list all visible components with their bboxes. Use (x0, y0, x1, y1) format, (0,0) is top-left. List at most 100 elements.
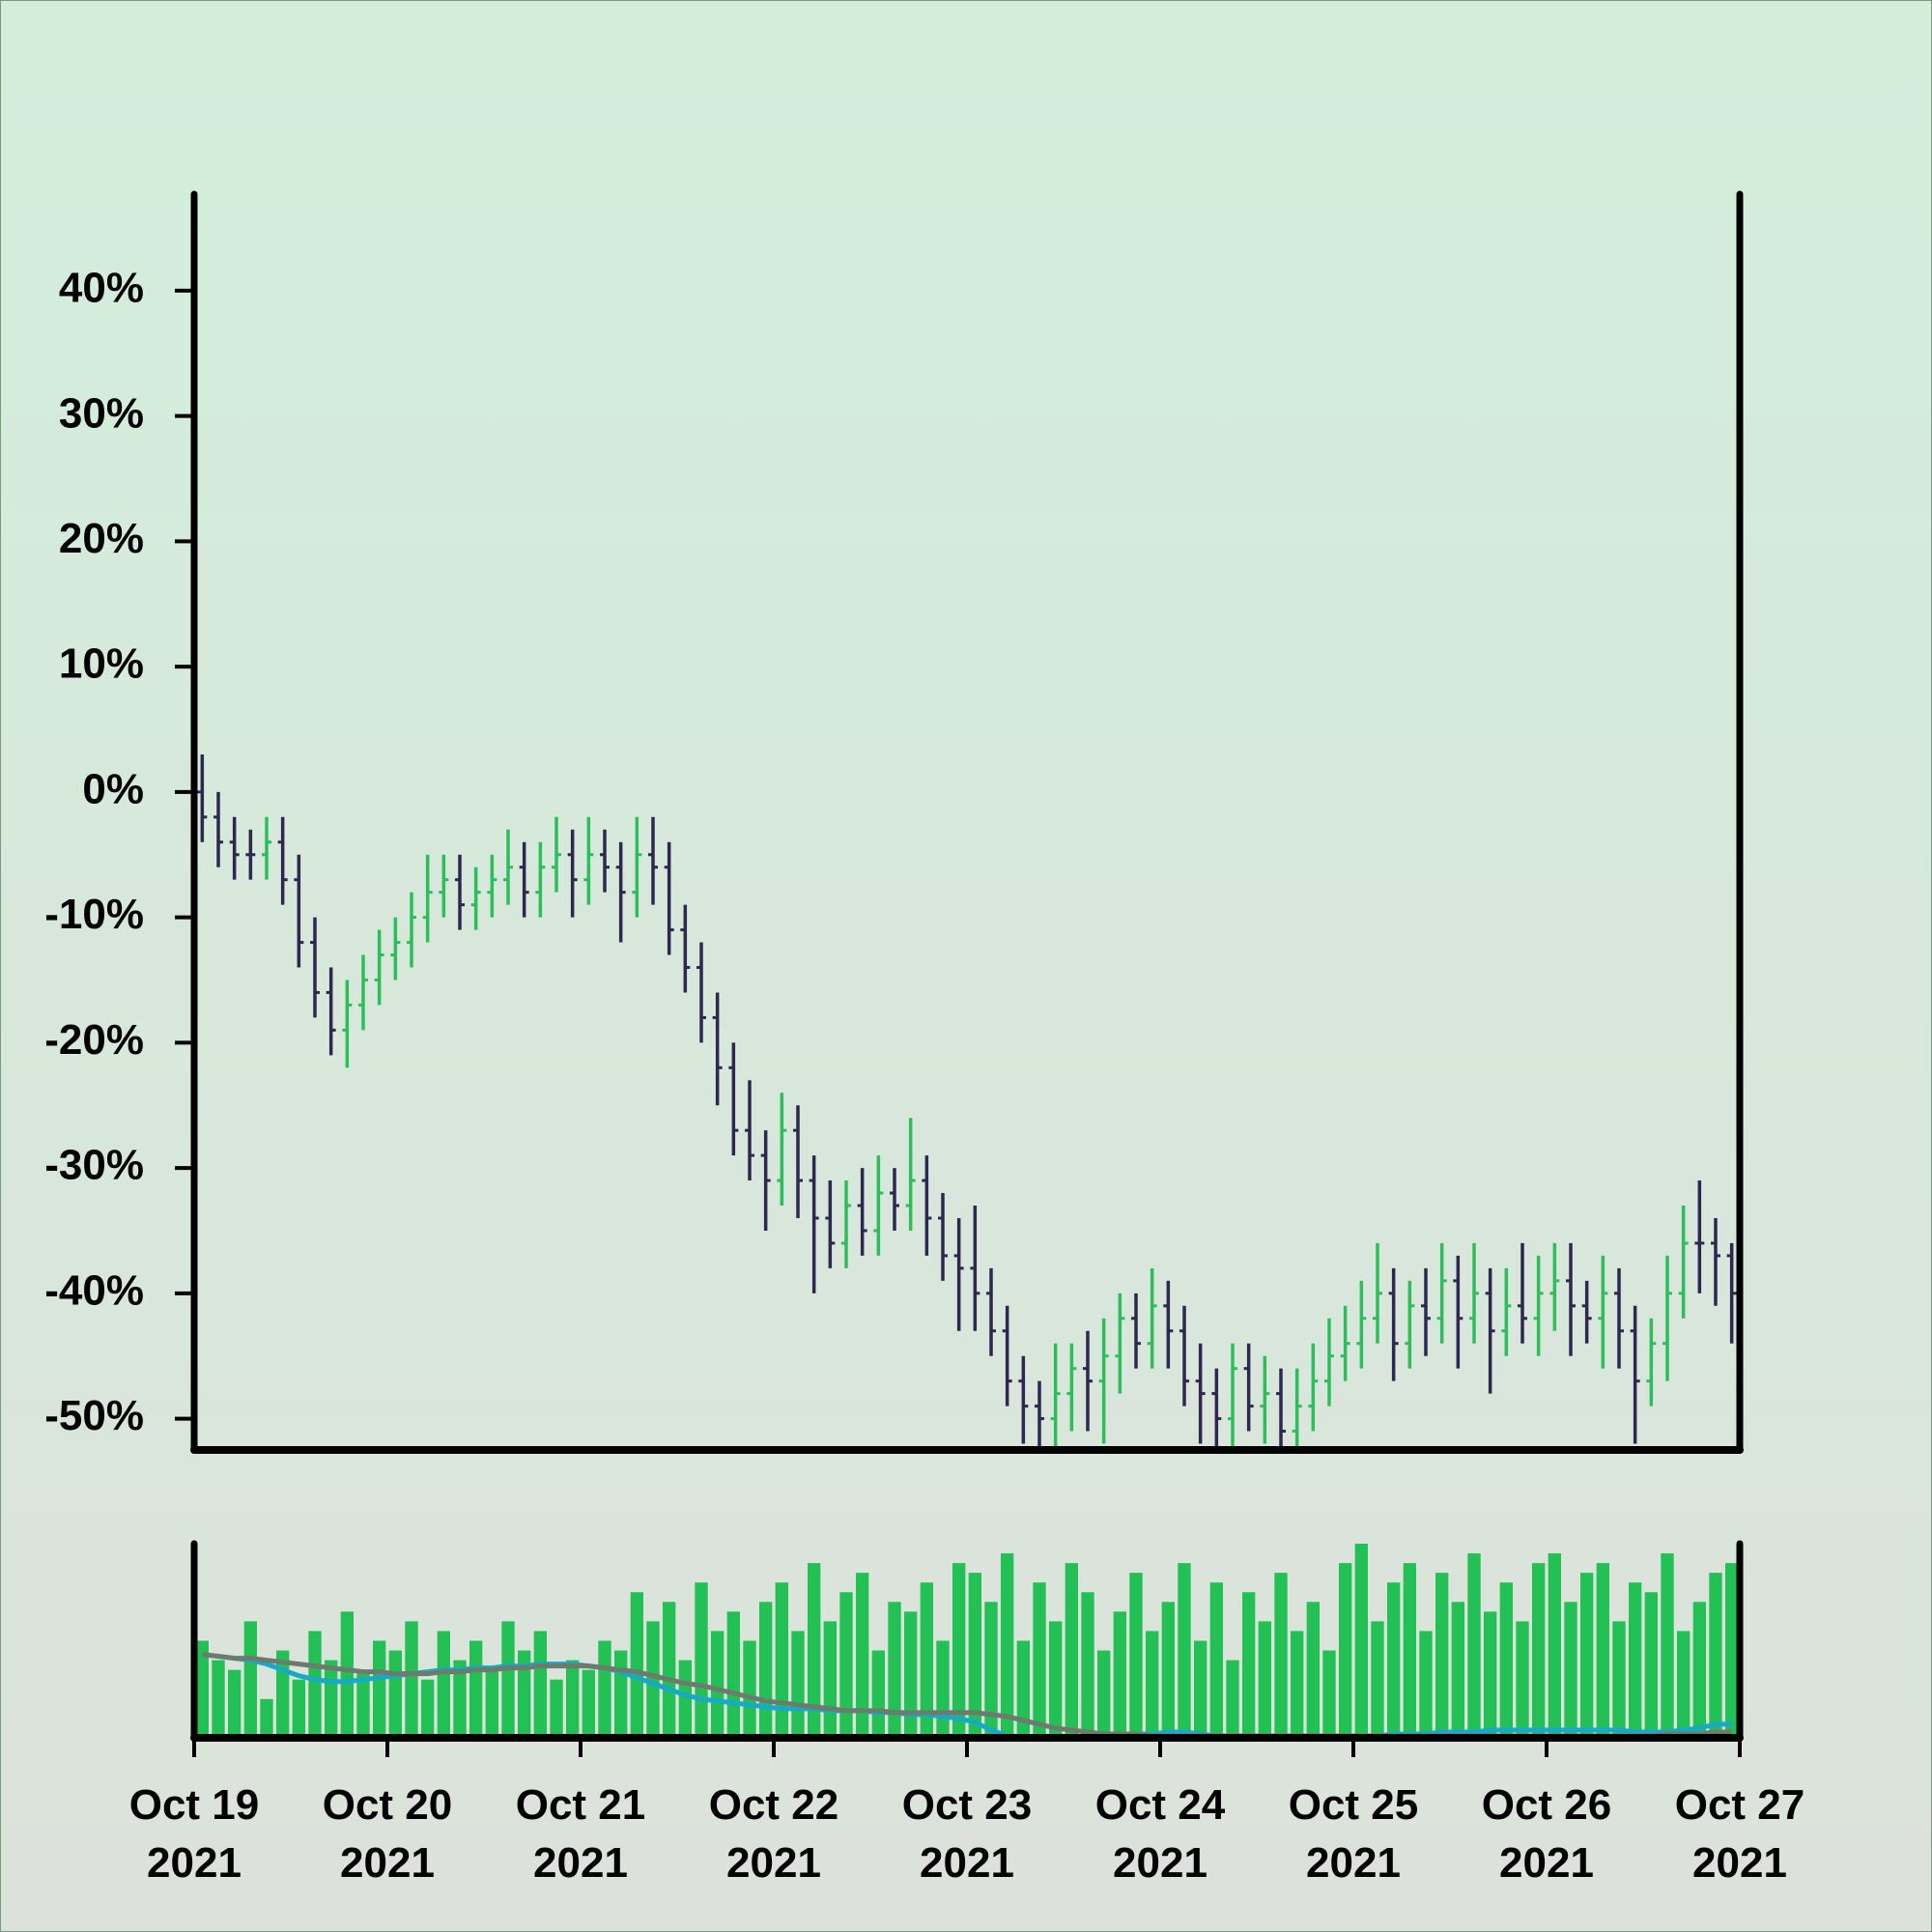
volume-bar (1612, 1621, 1626, 1738)
volume-bar (518, 1650, 531, 1738)
volume-bar (1371, 1621, 1384, 1738)
volume-bar (888, 1602, 901, 1738)
volume-bar (1419, 1631, 1433, 1738)
volume-bar (839, 1592, 853, 1738)
volume-bar (630, 1592, 643, 1738)
x-tick-label: Oct 24 2021 (1094, 1781, 1226, 1887)
volume-bar (1596, 1563, 1609, 1738)
volume-bar (228, 1669, 242, 1738)
y-tick-label: -40% (44, 1266, 144, 1314)
price-panel (197, 753, 1737, 1450)
axes: -50% -40% -30% -20% -10% 0% 10% 20% 30% 40% (44, 190, 1744, 1757)
volume-bar (1065, 1563, 1078, 1738)
y-tick-label: -50% (44, 1392, 144, 1439)
volume-bar (871, 1650, 885, 1738)
volume-bar (1306, 1602, 1320, 1738)
volume-bar (726, 1611, 740, 1738)
volume-bar (856, 1573, 869, 1738)
y-tick-label: 0% (82, 765, 144, 812)
volume-bar (1226, 1660, 1239, 1738)
volume-bar (373, 1640, 386, 1738)
volume-bar (1209, 1582, 1223, 1738)
volume-bar (405, 1621, 418, 1738)
volume-bar (663, 1602, 676, 1738)
volume-bar (952, 1563, 966, 1738)
volume-bar (1661, 1553, 1674, 1738)
volume-bar (1242, 1592, 1256, 1738)
volume-bar (1499, 1582, 1513, 1738)
volume-bar (1709, 1573, 1722, 1738)
y-tick-label: -20% (44, 1016, 144, 1064)
volume-bar (195, 1640, 209, 1738)
x-tick-label: Oct 21 2021 (515, 1781, 646, 1887)
volume-bar (1033, 1582, 1046, 1738)
x-tick-label: Oct 22 2021 (708, 1781, 839, 1887)
volume-bar (791, 1631, 805, 1738)
volume-bar (1274, 1573, 1288, 1738)
volume-bar (1564, 1602, 1577, 1738)
volume-bar (1322, 1650, 1336, 1738)
volume-bar (453, 1660, 467, 1738)
volume-bar (1291, 1631, 1304, 1738)
x-tick-label: Oct 19 2021 (128, 1781, 260, 1887)
volume-bar (1629, 1582, 1642, 1738)
y-tick-label: -30% (44, 1142, 144, 1189)
volume-bar (1580, 1573, 1594, 1738)
volume-bar (1161, 1602, 1175, 1738)
volume-bar (260, 1698, 273, 1738)
volume-bar (469, 1640, 483, 1738)
volume-bar (582, 1669, 595, 1738)
volume-bar (614, 1650, 628, 1738)
x-tick-label: Oct 20 2021 (322, 1781, 453, 1887)
x-tick-label: Oct 26 2021 (1481, 1781, 1612, 1887)
volume-bar (920, 1582, 933, 1738)
volume-bar (1677, 1631, 1690, 1738)
volume-bar (388, 1650, 402, 1738)
y-tick-label: 30% (59, 389, 144, 437)
volume-bar (759, 1602, 773, 1738)
volume-panel (195, 1544, 1739, 1741)
volume-bar (1548, 1553, 1561, 1738)
volume-bar (243, 1621, 257, 1738)
volume-bar (743, 1640, 756, 1738)
volume-bar (1532, 1563, 1546, 1738)
volume-bar (325, 1660, 338, 1738)
volume-bar (566, 1660, 580, 1738)
volume-bar (968, 1573, 981, 1738)
volume-bar (711, 1631, 724, 1738)
volume-bar (1692, 1602, 1706, 1738)
volume-bar (936, 1640, 950, 1738)
volume-bar (1194, 1640, 1208, 1738)
volume-bar (421, 1679, 435, 1738)
volume-bar (1725, 1563, 1739, 1738)
volume-bar (1146, 1631, 1159, 1738)
y-tick-label: -10% (44, 891, 144, 938)
volume-bar (1644, 1592, 1658, 1738)
volume-bar (1339, 1563, 1352, 1738)
volume-bar (1081, 1592, 1094, 1738)
volume-bar (823, 1621, 837, 1738)
volume-bar (1129, 1573, 1143, 1738)
volume-bar (1451, 1602, 1464, 1738)
volume-bar (550, 1679, 563, 1738)
volume-bar (1435, 1573, 1449, 1738)
volume-bar (598, 1640, 611, 1738)
volume-bar (1097, 1650, 1111, 1738)
volume-bar (678, 1660, 692, 1738)
volume-bar (356, 1669, 370, 1738)
volume-bar (695, 1582, 708, 1738)
volume-bar (1516, 1621, 1529, 1738)
x-tick-label: Oct 25 2021 (1288, 1781, 1419, 1887)
volume-bar (904, 1611, 918, 1738)
volume-bar (308, 1631, 322, 1738)
volume-bar (1178, 1563, 1191, 1738)
volume-bar (1484, 1611, 1497, 1738)
volume-bar (775, 1582, 788, 1738)
y-tick-label: 20% (59, 515, 144, 562)
volume-bar (1387, 1582, 1401, 1738)
volume-bar (646, 1621, 660, 1738)
volume-bar (1467, 1553, 1481, 1738)
y-tick-label: 10% (59, 640, 144, 688)
